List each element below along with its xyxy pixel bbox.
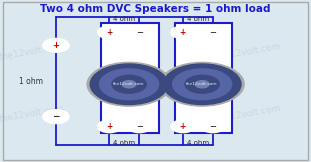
Text: −: − bbox=[136, 122, 143, 131]
Text: the12volt.com: the12volt.com bbox=[113, 82, 145, 86]
Circle shape bbox=[90, 64, 168, 104]
Circle shape bbox=[201, 120, 225, 133]
Text: +: + bbox=[106, 122, 113, 131]
Circle shape bbox=[185, 75, 219, 93]
Circle shape bbox=[112, 75, 146, 93]
Text: +: + bbox=[180, 28, 186, 37]
Circle shape bbox=[98, 120, 121, 133]
Bar bbox=[175, 23, 232, 133]
Circle shape bbox=[171, 26, 195, 39]
Text: the12volt.com: the12volt.com bbox=[0, 103, 64, 124]
Text: 4 ohm: 4 ohm bbox=[113, 16, 136, 22]
Circle shape bbox=[98, 26, 121, 39]
Text: the12volt.com: the12volt.com bbox=[0, 42, 64, 62]
Circle shape bbox=[201, 26, 225, 39]
Text: the12volt.com: the12volt.com bbox=[186, 82, 218, 86]
Text: −: − bbox=[136, 28, 143, 37]
Text: −: − bbox=[209, 122, 216, 131]
Text: −: − bbox=[209, 28, 216, 37]
Text: the12volt.com: the12volt.com bbox=[216, 42, 282, 62]
Text: 4 ohm: 4 ohm bbox=[113, 140, 136, 146]
Circle shape bbox=[43, 110, 69, 123]
Bar bbox=[101, 23, 159, 133]
Circle shape bbox=[160, 62, 244, 106]
Text: +: + bbox=[53, 41, 59, 50]
Circle shape bbox=[128, 120, 151, 133]
Text: +: + bbox=[106, 28, 113, 37]
Circle shape bbox=[171, 120, 195, 133]
Text: 1 ohm: 1 ohm bbox=[19, 76, 43, 86]
Text: +: + bbox=[180, 122, 186, 131]
Text: 4 ohm: 4 ohm bbox=[187, 16, 209, 22]
Circle shape bbox=[195, 81, 209, 88]
Circle shape bbox=[43, 39, 69, 52]
Text: 4 ohm: 4 ohm bbox=[187, 140, 209, 146]
Text: the12volt.com: the12volt.com bbox=[216, 103, 282, 124]
Circle shape bbox=[173, 69, 232, 100]
Text: −: − bbox=[52, 112, 60, 121]
Circle shape bbox=[128, 26, 151, 39]
Circle shape bbox=[100, 69, 159, 100]
Text: Two 4 ohm DVC Speakers = 1 ohm load: Two 4 ohm DVC Speakers = 1 ohm load bbox=[40, 4, 271, 14]
Circle shape bbox=[87, 62, 171, 106]
Circle shape bbox=[122, 81, 136, 88]
Circle shape bbox=[163, 64, 241, 104]
